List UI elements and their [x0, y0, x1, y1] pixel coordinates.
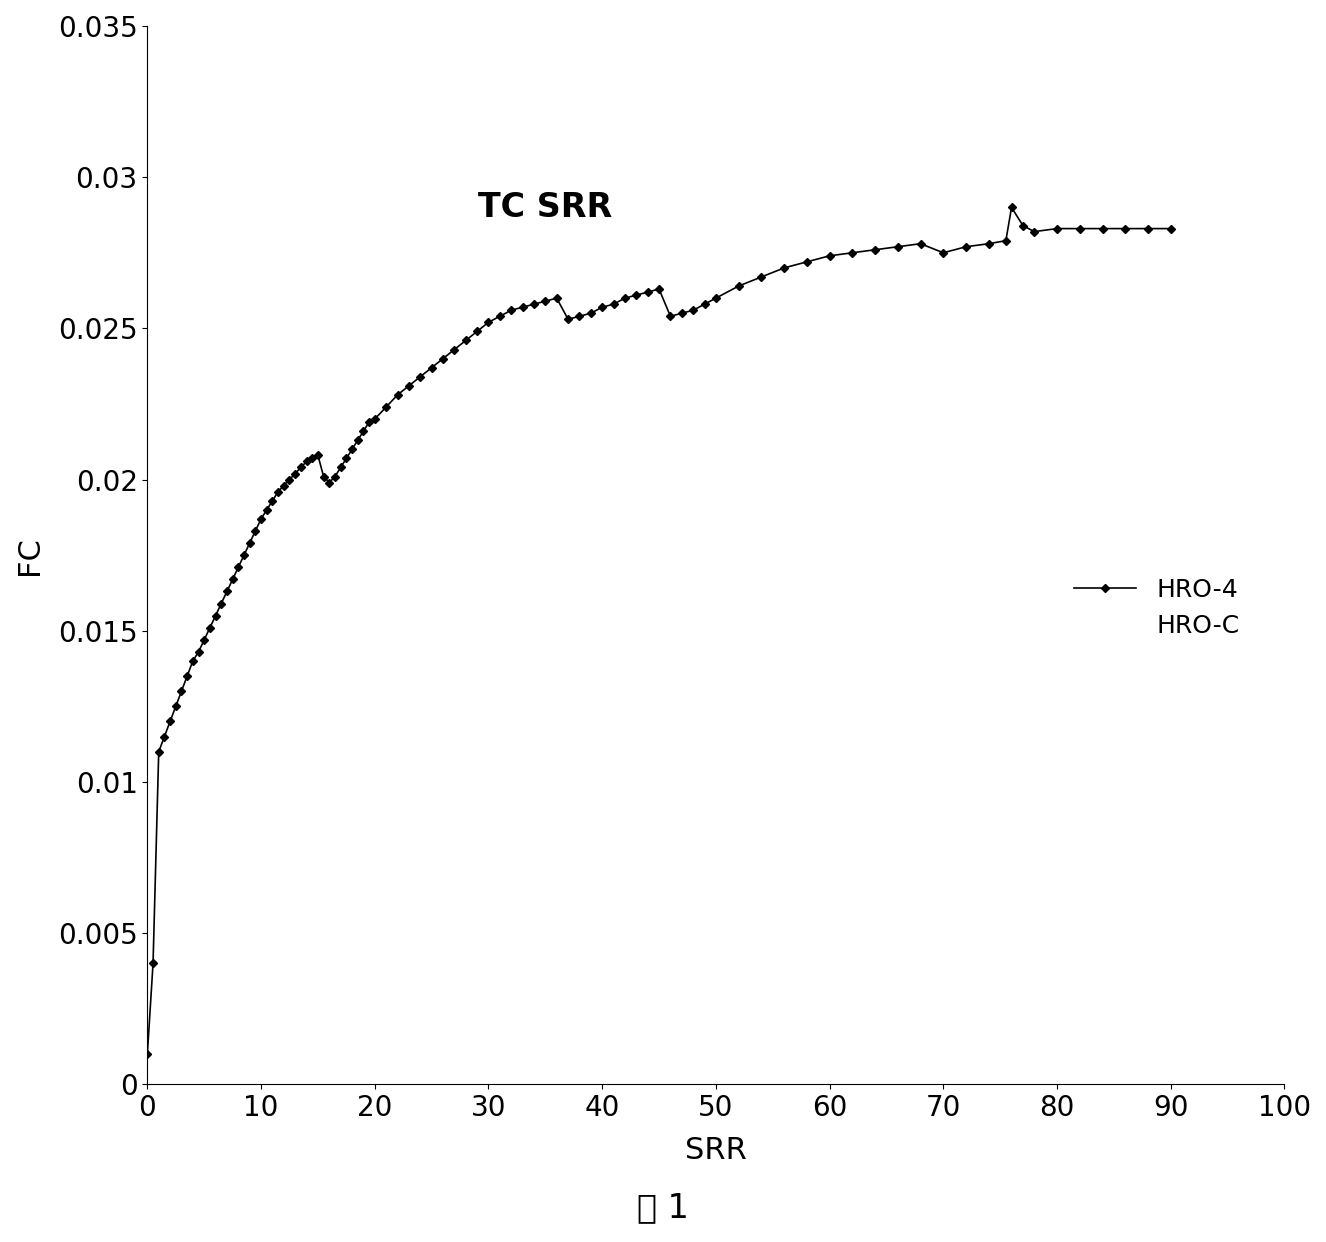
Legend: HRO-4, HRO-C: HRO-4, HRO-C — [1063, 568, 1249, 648]
X-axis label: SRR: SRR — [686, 1136, 747, 1165]
Text: 图 1: 图 1 — [636, 1191, 690, 1225]
Text: TC SRR: TC SRR — [479, 191, 613, 224]
Y-axis label: FC: FC — [15, 535, 44, 575]
